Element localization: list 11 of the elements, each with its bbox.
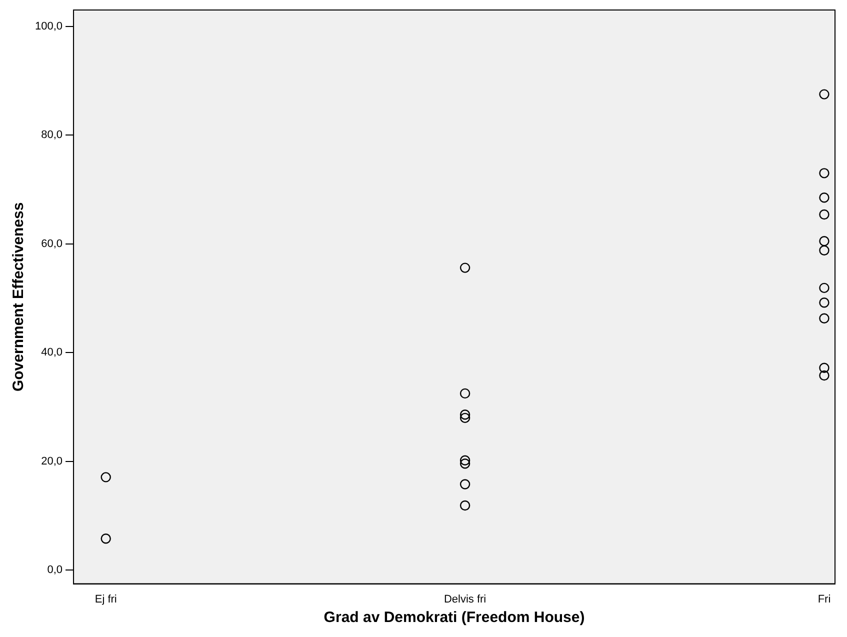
x-tick-label: Ej fri bbox=[94, 593, 117, 606]
y-tick-label: 0,0 bbox=[47, 564, 63, 576]
y-tick-label: 80,0 bbox=[41, 129, 63, 142]
y-tick-label: 40,0 bbox=[41, 346, 63, 359]
x-tick-label: Delvis fri bbox=[444, 593, 486, 606]
y-tick-label: 100,0 bbox=[34, 20, 63, 32]
y-axis-title: Government Effectiveness bbox=[10, 202, 28, 392]
y-tick-label: 20,0 bbox=[41, 455, 63, 468]
x-axis-title: Grad av Demokrati (Freedom House) bbox=[324, 609, 585, 626]
x-tick-label: Fri bbox=[818, 593, 831, 606]
y-tick-label: 60,0 bbox=[41, 238, 63, 250]
